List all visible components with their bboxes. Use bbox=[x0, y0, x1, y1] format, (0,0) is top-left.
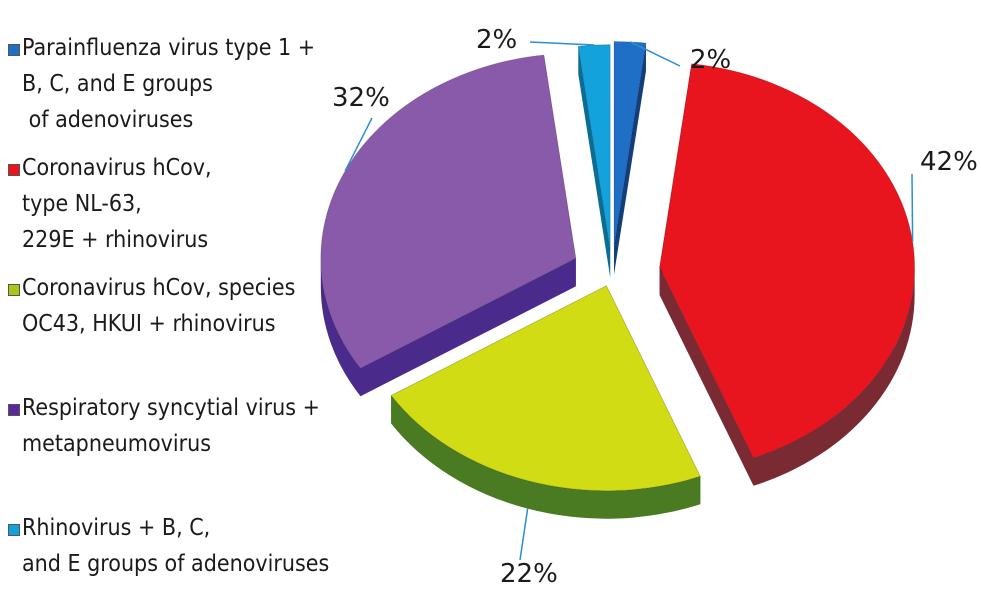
legend-label: Respiratory syncytial virus + metapneumov… bbox=[22, 390, 320, 462]
slice-percentage-label: 2% bbox=[690, 45, 731, 75]
pie-slice bbox=[659, 63, 916, 459]
legend-label-line: of adenoviruses bbox=[22, 107, 194, 133]
legend-swatch bbox=[8, 284, 20, 296]
legend-label-line: OC43, HKUI + rhinovirus bbox=[22, 311, 276, 337]
legend-label-line: Parainfluenza virus type 1 + bbox=[22, 35, 316, 61]
pie-slice-wall bbox=[614, 43, 646, 275]
legend-label-line: Coronavirus hCov, species bbox=[22, 275, 296, 301]
slice-percentage-label: 2% bbox=[476, 25, 517, 55]
pie-slice bbox=[390, 285, 702, 492]
legend-label-line: metapneumovirus bbox=[22, 431, 211, 457]
legend-swatch bbox=[8, 524, 20, 536]
legend-swatch bbox=[8, 404, 20, 416]
legend-label: Rhinovirus + B, C, and E groups of adenov… bbox=[22, 510, 329, 582]
legend-label-line: B, C, and E groups bbox=[22, 71, 213, 97]
percentage-labels: 2% 42% 22% 32% 2% bbox=[332, 25, 978, 589]
legend-label-line: 229E + rhinovirus bbox=[22, 227, 209, 253]
legend-label: Parainfluenza virus type 1 + B, C, and E … bbox=[22, 30, 315, 138]
legend-label-line: Respiratory syncytial virus + bbox=[22, 395, 320, 421]
pie-slice bbox=[577, 44, 611, 250]
leader-line bbox=[911, 173, 914, 242]
slice-percentage-label: 22% bbox=[500, 559, 558, 589]
slice-percentage-label: 42% bbox=[920, 147, 978, 177]
slice-percentage-label: 32% bbox=[332, 83, 390, 113]
pie-slice-wall bbox=[659, 267, 754, 486]
legend-label-line: Coronavirus hCov, bbox=[22, 155, 212, 181]
leader-line bbox=[629, 41, 681, 67]
pie-slice-rim bbox=[753, 267, 915, 486]
pie-slice-rim bbox=[320, 258, 361, 397]
pie-slice-rim bbox=[391, 395, 701, 519]
legend-label: Coronavirus hCov, type NL-63, 229E + rhino… bbox=[22, 150, 212, 258]
legend-label-line: and E groups of adenoviruses bbox=[22, 551, 330, 577]
leader-line bbox=[344, 117, 373, 172]
leader-lines bbox=[344, 41, 914, 561]
legend-label: Coronavirus hCov, species OC43, HKUI + rh… bbox=[22, 270, 295, 342]
pie-slice-wall bbox=[578, 46, 611, 278]
pie-slice bbox=[613, 40, 647, 247]
pie-slice-wall bbox=[360, 258, 576, 397]
legend-label-line: type NL-63, bbox=[22, 191, 142, 217]
pie-slice-tops bbox=[320, 40, 916, 492]
legend-swatch bbox=[8, 44, 20, 56]
legend-label-line: Rhinovirus + B, C, bbox=[22, 515, 211, 541]
legend-swatch bbox=[8, 164, 20, 176]
leader-line bbox=[519, 508, 529, 561]
leader-line bbox=[529, 41, 595, 46]
